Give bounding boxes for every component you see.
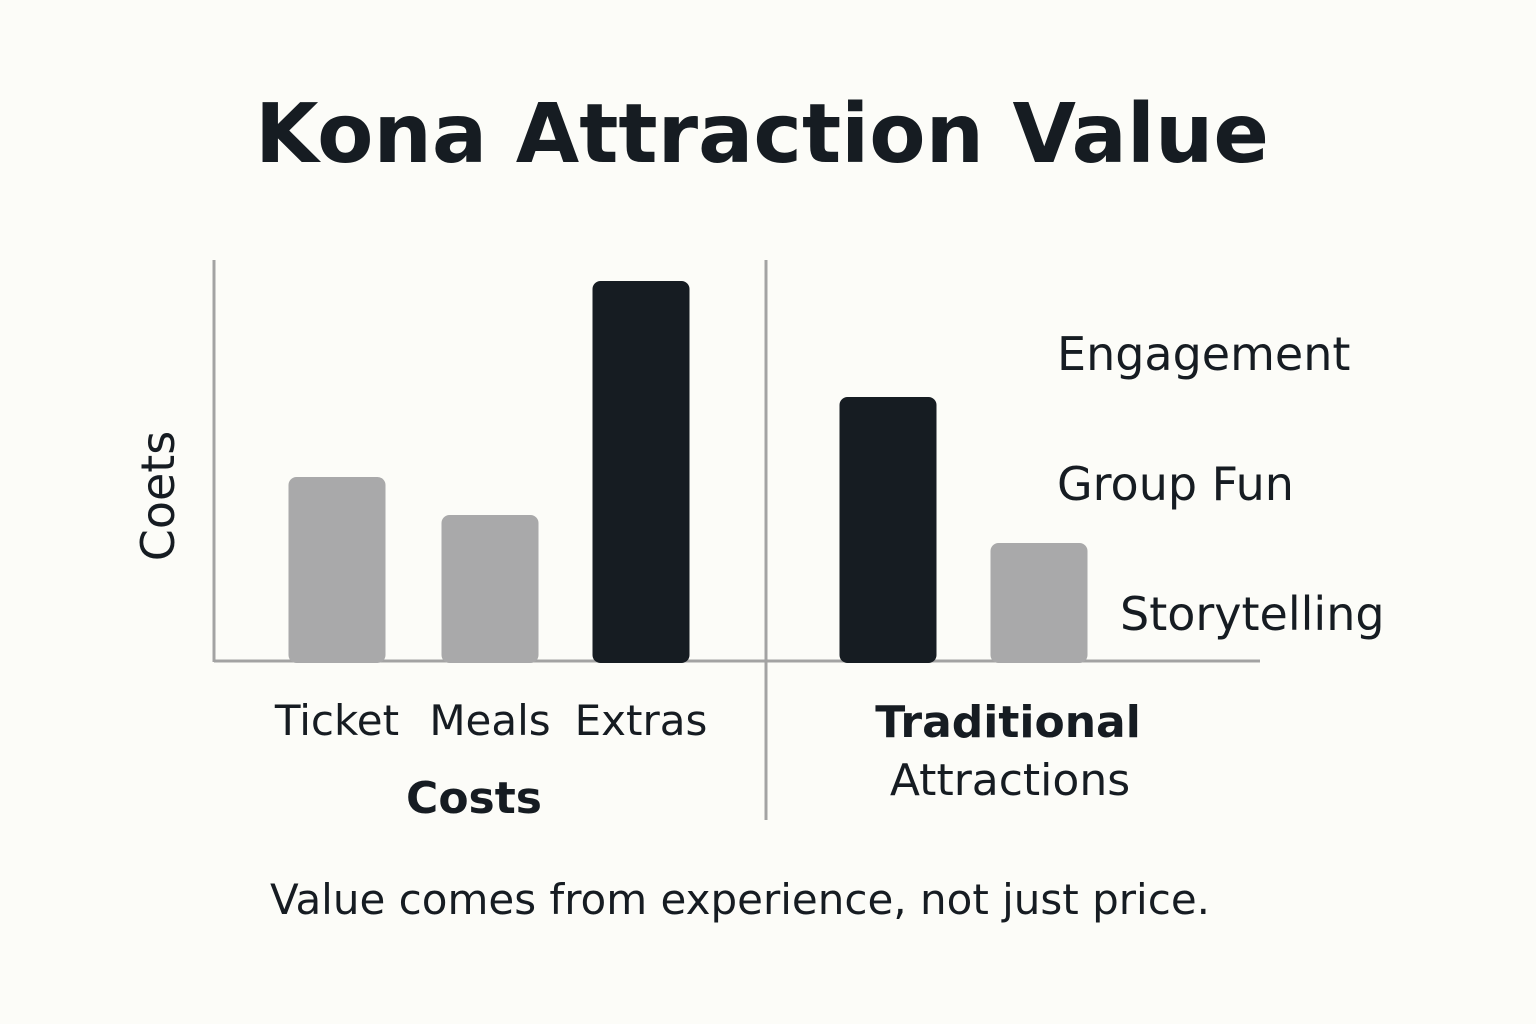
bar-0-0 <box>288 477 386 663</box>
side-label-engagement: Engagement <box>1057 327 1350 381</box>
tick-labels-layer: Ticket Meals Extras <box>274 696 708 745</box>
tick-label-ticket: Ticket <box>274 696 399 745</box>
y-axis-label: Coets <box>131 431 185 562</box>
side-label-group-fun: Group Fun <box>1057 457 1294 511</box>
bars-layer <box>288 281 1088 663</box>
bar-0-1 <box>441 515 539 663</box>
bar-1-0 <box>839 397 937 663</box>
bar-0-2 <box>592 281 690 663</box>
tick-label-extras: Extras <box>575 696 708 745</box>
group-label-traditional: Traditional <box>875 697 1141 748</box>
group-label-costs: Costs <box>406 773 542 824</box>
bar-1-1 <box>990 543 1088 663</box>
tick-label-meals: Meals <box>429 696 550 745</box>
side-label-storytelling: Storytelling <box>1120 587 1385 641</box>
chart-caption: Value comes from experience, not just pr… <box>270 875 1210 924</box>
group-label-attractions: Attractions <box>890 755 1130 806</box>
chart-title: Kona Attraction Value <box>255 87 1269 182</box>
